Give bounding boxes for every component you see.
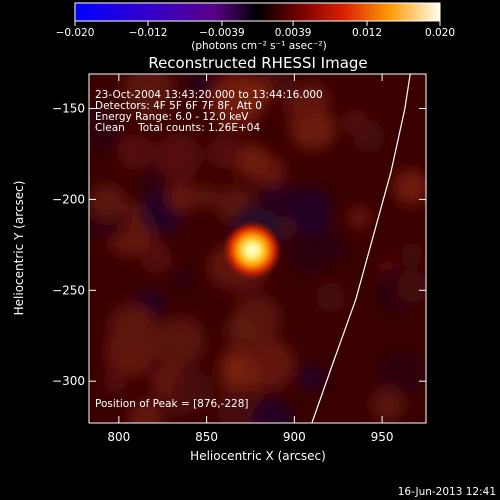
colorbar-tick-label: −0.012 xyxy=(129,27,168,39)
emission-blob xyxy=(113,306,155,348)
footer-date: 16-Jun-2013 12:41 xyxy=(398,486,496,498)
emission-blob xyxy=(208,134,243,169)
emission-blob xyxy=(116,134,153,171)
emission-blob xyxy=(393,169,426,206)
x-tick-label: 800 xyxy=(107,430,130,444)
info-line-time: 23-Oct-2004 13:43:20.000 to 13:44:16.000 xyxy=(95,89,323,101)
emission-blob xyxy=(169,265,195,291)
emission-blob xyxy=(377,350,425,398)
emission-blob xyxy=(141,169,163,191)
emission-blob xyxy=(128,399,165,423)
emission-blob xyxy=(189,74,212,95)
emission-blob xyxy=(397,270,426,303)
emission-blob xyxy=(134,75,158,99)
emission-blob xyxy=(232,295,281,344)
plot-frame xyxy=(88,73,427,424)
emission-blob xyxy=(244,338,296,390)
emission-blob xyxy=(89,105,120,151)
y-axis-label: Heliocentric Y (arcsec) xyxy=(12,181,26,316)
y-tick-label: −200 xyxy=(52,192,85,206)
info-block: 23-Oct-2004 13:43:20.000 to 13:44:16.000… xyxy=(95,89,323,134)
y-axis-ticks: −150 −200 −250 −300 xyxy=(52,102,426,388)
emission-blob xyxy=(196,184,219,208)
emission-blob xyxy=(89,184,125,222)
emission-blob xyxy=(154,133,202,180)
x-axis-label: Heliocentric X (arcsec) xyxy=(190,449,326,463)
colorbar-tick-label: 0.0039 xyxy=(275,27,312,39)
x-tick-label: 950 xyxy=(371,430,394,444)
image-area xyxy=(89,74,426,423)
emission-blob xyxy=(321,231,350,260)
emission-blob xyxy=(347,206,372,230)
colorbar: −0.020 −0.012 −0.0039 0.0039 0.012 0.020 (pho… xyxy=(56,2,455,52)
info-line-energy: Energy Range: 6.0 - 12.0 keV xyxy=(95,111,249,123)
emission-blob xyxy=(315,282,346,312)
emission-blob xyxy=(166,181,198,213)
x-axis-ticks: 800 850 900 950 xyxy=(107,74,394,444)
colorbar-unit-label: (photons cm⁻² s⁻¹ asec⁻²) xyxy=(191,40,326,52)
solar-limb-line xyxy=(311,74,411,423)
emission-blob xyxy=(370,387,405,422)
emission-blob xyxy=(140,242,173,274)
y-tick-label: −150 xyxy=(52,102,85,116)
emission-blob xyxy=(251,398,295,423)
x-tick-label: 900 xyxy=(283,430,306,444)
y-tick-label: −300 xyxy=(52,374,85,388)
emission-blob xyxy=(401,242,423,265)
peak-position-label: Position of Peak = [876,-228] xyxy=(95,398,249,410)
colorbar-tick-label: 0.020 xyxy=(425,27,455,39)
emission-blob xyxy=(154,316,206,368)
emission-blob xyxy=(297,363,326,392)
info-line-detectors: Detectors: 4F 5F 6F 7F 8F, Att 0 xyxy=(95,100,262,112)
colorbar-tick-label: −0.020 xyxy=(56,27,95,39)
y-tick-label: −250 xyxy=(52,283,85,297)
colorbar-tick-label: 0.012 xyxy=(352,27,382,39)
emission-blob xyxy=(103,370,127,393)
colorbar-tick-label: −0.0039 xyxy=(199,27,245,39)
chart-title: Reconstructed RHESSI Image xyxy=(148,54,367,72)
colorbar-gradient xyxy=(75,3,440,21)
emission-blob xyxy=(209,74,265,128)
x-tick-label: 850 xyxy=(195,430,218,444)
emission-blob xyxy=(288,105,334,150)
emission-blob xyxy=(285,221,339,275)
emission-blob xyxy=(352,120,385,153)
colorbar-ticks: −0.020 −0.012 −0.0039 0.0039 0.012 0.020 xyxy=(56,21,455,39)
emission-blob xyxy=(171,369,213,412)
emission-blob xyxy=(285,187,333,235)
emission-blob xyxy=(253,155,287,188)
colorbar-frame xyxy=(74,2,441,22)
info-line-counts: Clean Total counts: 1.26E+04 xyxy=(95,122,260,134)
peak-source xyxy=(222,220,283,281)
